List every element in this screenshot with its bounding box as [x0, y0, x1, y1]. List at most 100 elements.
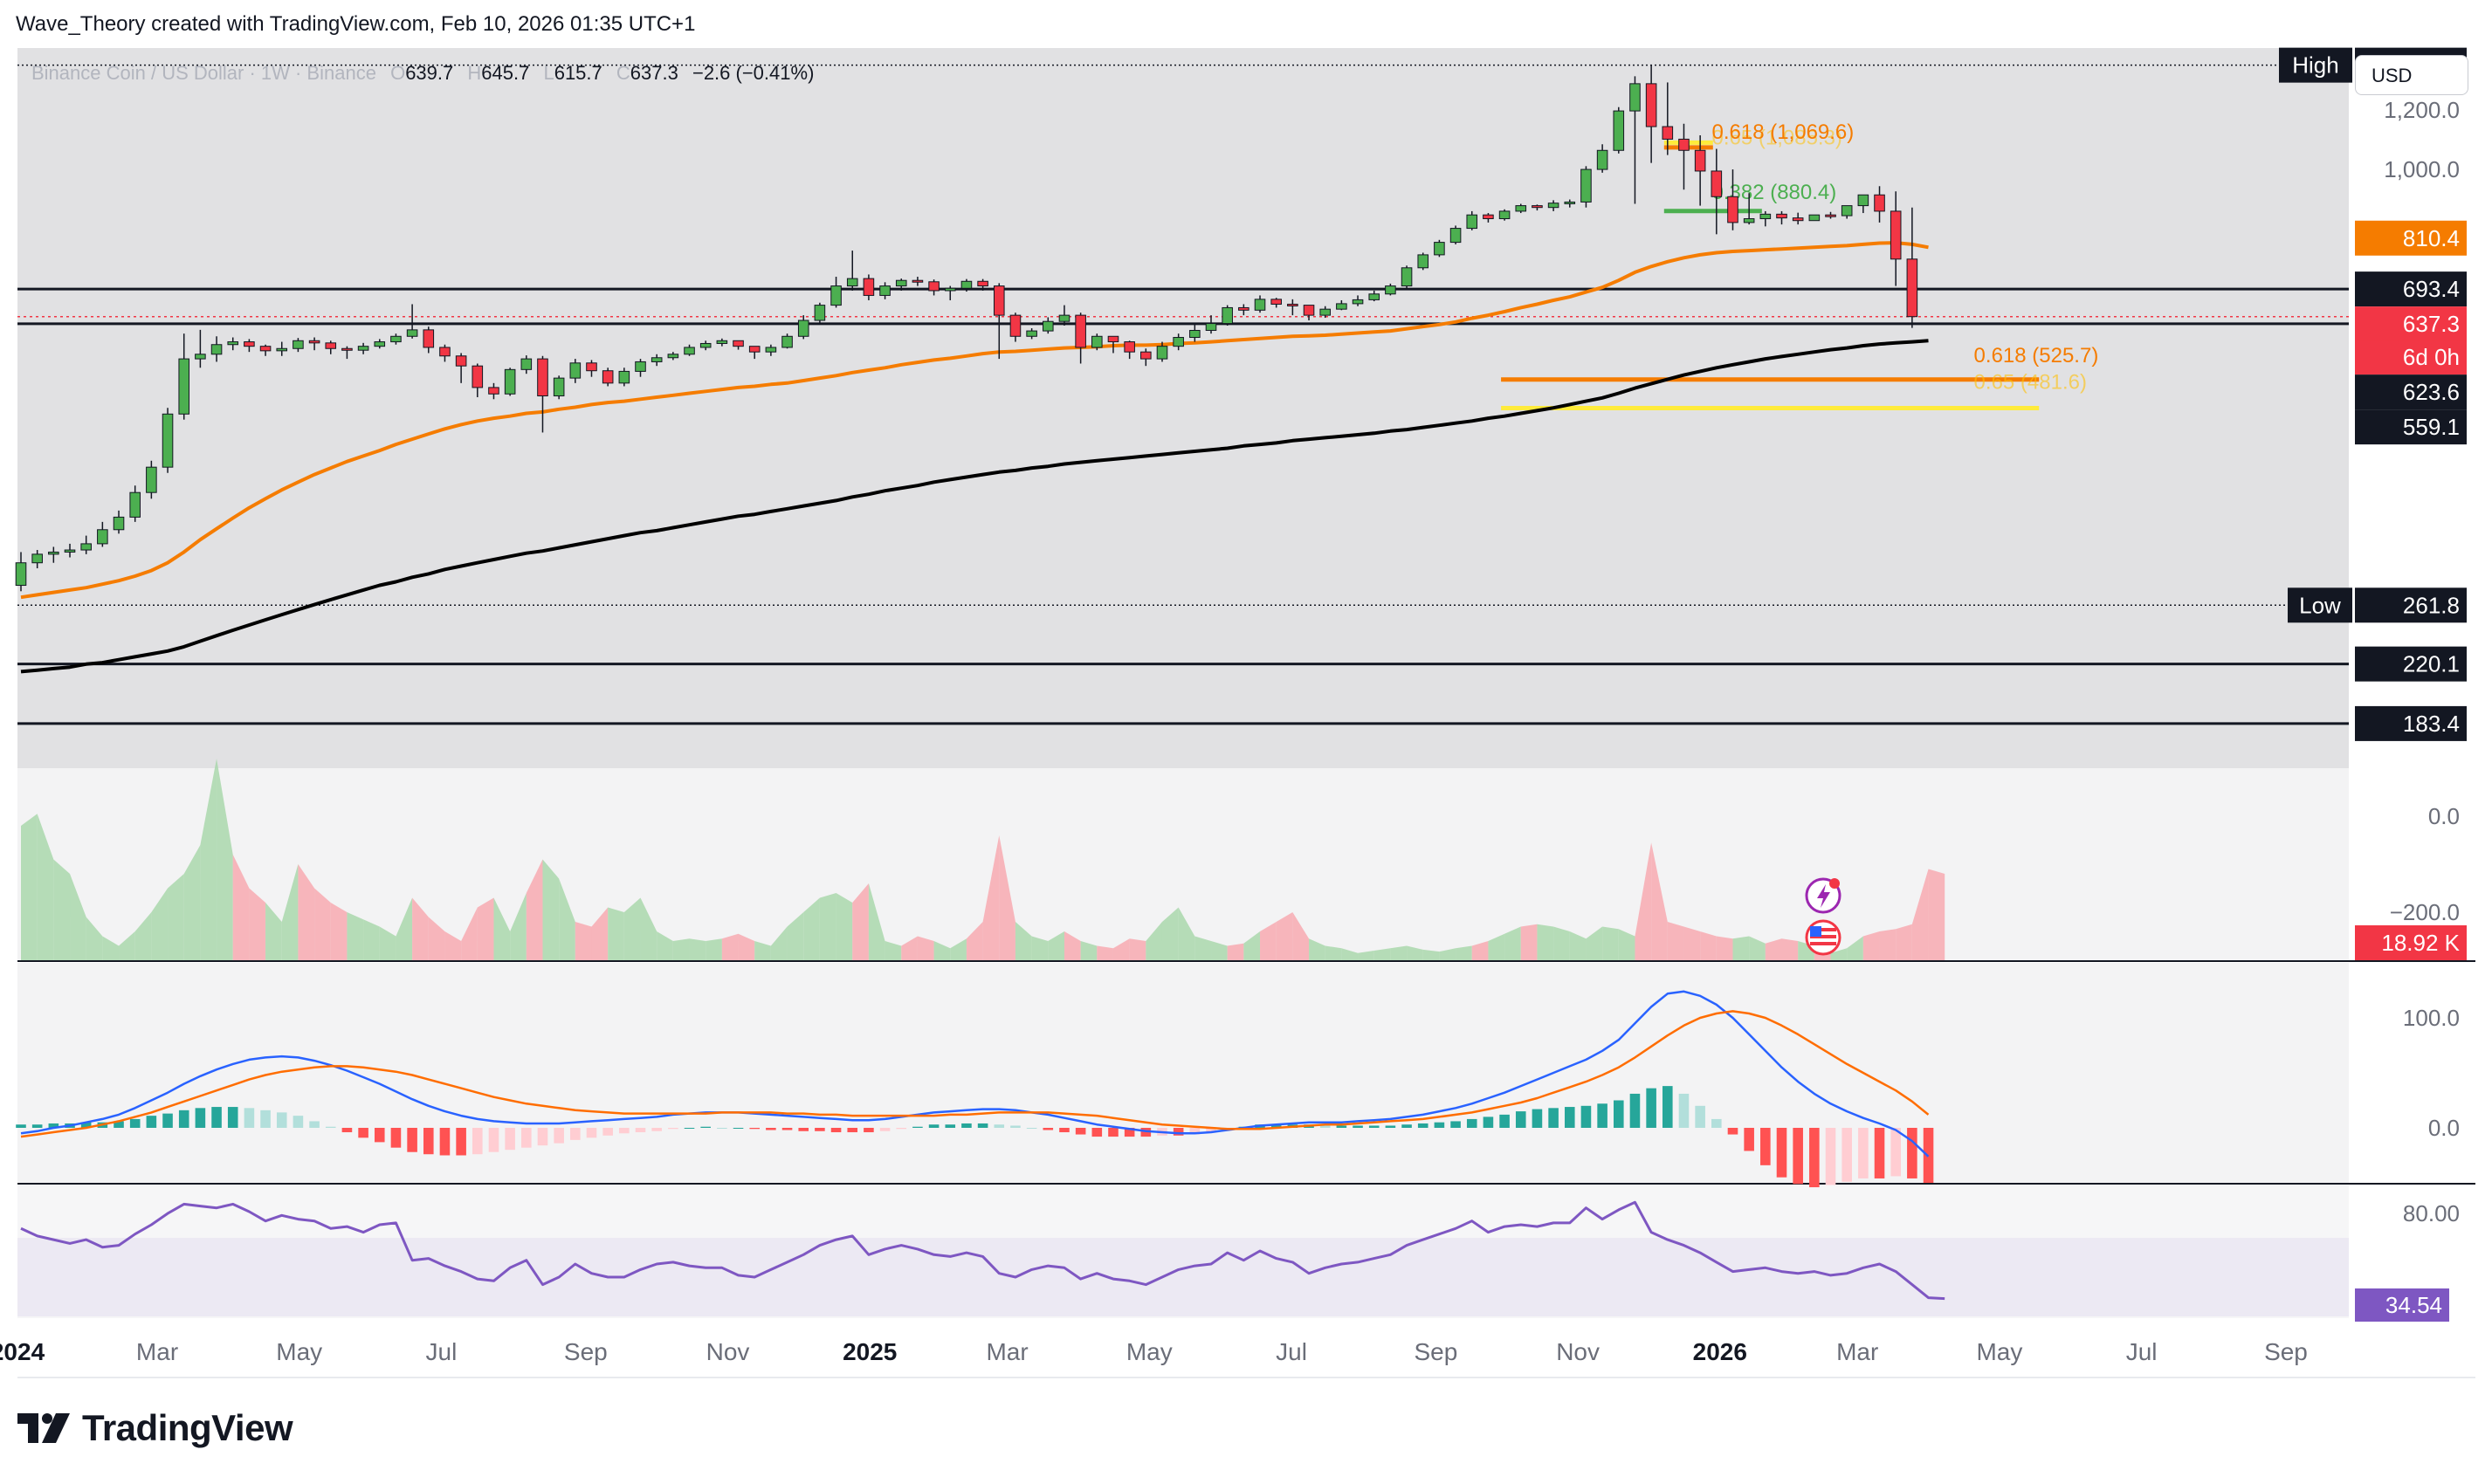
candle[interactable]: [1662, 82, 1674, 155]
volume-oscillator-pane[interactable]: [21, 759, 1945, 960]
candle[interactable]: [1890, 191, 1902, 286]
candle[interactable]: [341, 346, 353, 360]
candle[interactable]: [406, 304, 418, 339]
candle[interactable]: [227, 337, 239, 351]
tradingview-logo[interactable]: TradingView: [17, 1407, 293, 1449]
candle[interactable]: [325, 340, 337, 354]
candle[interactable]: [618, 368, 630, 387]
rsi-pane[interactable]: [20, 1200, 1945, 1301]
rsi-current-label[interactable]: 34.54: [2355, 1288, 2449, 1322]
candle[interactable]: [537, 355, 548, 433]
candle[interactable]: [1547, 200, 1559, 211]
candle[interactable]: [1173, 333, 1184, 351]
candle[interactable]: [276, 341, 288, 356]
macd-pane[interactable]: [16, 990, 1934, 1188]
candle[interactable]: [308, 337, 320, 351]
price-pane[interactable]: 0.65 (1,085.3)0.618 (1,069.6)0.382 (880.…: [15, 64, 2349, 725]
candle[interactable]: [912, 277, 924, 286]
low-price-label[interactable]: 261.8: [2355, 587, 2467, 623]
price-label[interactable]: 623.6: [2355, 374, 2467, 410]
volume-current-label[interactable]: 18.92 K: [2355, 925, 2467, 960]
candle[interactable]: [977, 278, 988, 291]
candle[interactable]: [31, 550, 43, 569]
candle[interactable]: [1417, 252, 1429, 271]
candle[interactable]: [113, 510, 125, 534]
candle[interactable]: [960, 278, 973, 292]
candle[interactable]: [1596, 144, 1608, 173]
candle[interactable]: [1841, 205, 1853, 219]
candle[interactable]: [1107, 335, 1119, 354]
candle[interactable]: [162, 408, 174, 473]
price-label[interactable]: 183.4: [2355, 705, 2467, 741]
candle[interactable]: [830, 277, 842, 308]
candle[interactable]: [1156, 341, 1168, 362]
ema50-line[interactable]: [20, 241, 1929, 600]
candle[interactable]: [374, 339, 386, 349]
candle[interactable]: [1825, 211, 1836, 219]
candle[interactable]: [1466, 210, 1478, 230]
rsi-line[interactable]: [20, 1200, 1945, 1301]
candle[interactable]: [1906, 207, 1918, 328]
candle[interactable]: [1254, 295, 1266, 313]
candle[interactable]: [814, 302, 826, 323]
candle[interactable]: [1222, 305, 1233, 326]
candle[interactable]: [699, 340, 712, 351]
candle[interactable]: [1270, 298, 1282, 308]
price-label[interactable]: 559.1: [2355, 409, 2467, 445]
candle[interactable]: [1759, 210, 1772, 227]
candle[interactable]: [15, 552, 27, 592]
candle[interactable]: [1009, 313, 1022, 342]
candle[interactable]: [1498, 209, 1511, 221]
us-flag-icon[interactable]: [1805, 919, 1841, 956]
candle[interactable]: [80, 535, 92, 554]
macd-signal-line[interactable]: [20, 1010, 1930, 1138]
time-axis[interactable]: 2024 Mar May Jul Sep Nov 2025 Mar May Jul Sep Nov 20…: [0, 1338, 2308, 1365]
candle[interactable]: [944, 285, 956, 300]
candle[interactable]: [129, 485, 141, 522]
macd-line[interactable]: [20, 990, 1930, 1158]
candle[interactable]: [1727, 169, 1738, 230]
ema200-line[interactable]: [20, 339, 1929, 674]
symbol-title[interactable]: Binance Coin / US Dollar · 1W · Binance: [31, 62, 376, 84]
candle[interactable]: [390, 333, 402, 345]
candle[interactable]: [1287, 299, 1298, 316]
candle[interactable]: [1091, 333, 1103, 351]
candle[interactable]: [1434, 239, 1445, 258]
candle[interactable]: [1808, 214, 1821, 222]
candle[interactable]: [846, 251, 858, 291]
candle[interactable]: [1336, 299, 1347, 311]
candle[interactable]: [1483, 213, 1494, 223]
candle[interactable]: [1043, 317, 1054, 334]
candle[interactable]: [1368, 290, 1380, 302]
candle[interactable]: [520, 355, 533, 374]
candle[interactable]: [1075, 313, 1086, 364]
candle[interactable]: [1124, 340, 1135, 360]
candle[interactable]: [1140, 348, 1152, 367]
candle[interactable]: [48, 546, 59, 563]
candle[interactable]: [472, 363, 484, 398]
candle[interactable]: [1058, 305, 1070, 326]
candle[interactable]: [1645, 65, 1657, 163]
candle[interactable]: [1401, 265, 1413, 289]
candle[interactable]: [733, 340, 744, 350]
candle[interactable]: [455, 353, 467, 383]
candle[interactable]: [64, 543, 76, 558]
candle[interactable]: [488, 382, 499, 400]
candle[interactable]: [504, 368, 516, 396]
candle[interactable]: [765, 344, 777, 356]
candle[interactable]: [146, 460, 157, 499]
candle[interactable]: [1449, 225, 1462, 244]
candle[interactable]: [602, 368, 614, 387]
candle[interactable]: [423, 326, 435, 354]
candle[interactable]: [1629, 76, 1641, 204]
candle[interactable]: [244, 339, 255, 353]
candle[interactable]: [553, 375, 565, 400]
candle[interactable]: [1613, 106, 1625, 154]
candle[interactable]: [195, 329, 206, 368]
candle[interactable]: [1205, 315, 1217, 334]
candle[interactable]: [716, 338, 728, 347]
candle[interactable]: [439, 344, 451, 362]
candle[interactable]: [781, 333, 793, 349]
candle[interactable]: [667, 352, 679, 361]
